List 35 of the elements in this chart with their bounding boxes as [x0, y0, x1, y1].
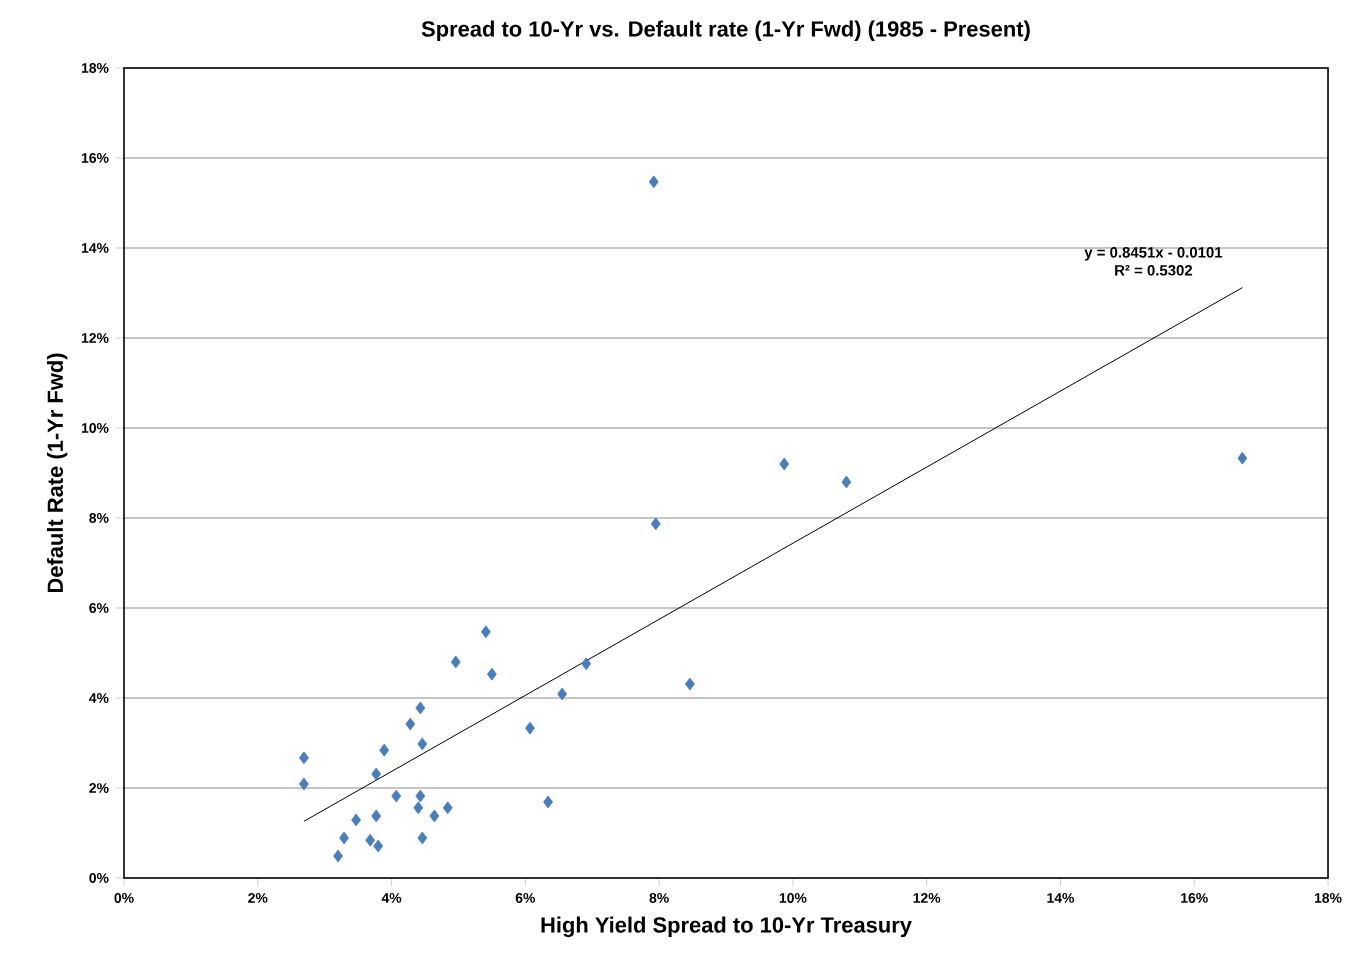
point: [581, 657, 592, 671]
point: [525, 721, 535, 735]
point: [1237, 451, 1248, 465]
point: [373, 839, 384, 853]
point: [365, 833, 376, 847]
point: [684, 677, 695, 691]
y-axis-title: Default Rate (1-Yr Fwd): [46, 353, 68, 593]
point: [351, 813, 362, 827]
point: [480, 625, 491, 639]
point: [339, 831, 349, 845]
point: [417, 831, 428, 845]
point: [417, 737, 428, 751]
point: [429, 809, 440, 823]
point: [487, 667, 497, 681]
point: [299, 777, 309, 791]
point: [557, 687, 568, 701]
point: [333, 849, 343, 863]
chart-title: Spread to 10-Yr vs. Default rate (1-Yr Fwd) (1985 - Present): [421, 20, 1030, 41]
point: [543, 795, 553, 809]
point: [648, 175, 659, 189]
point: [405, 717, 416, 731]
point: [450, 655, 461, 669]
point: [413, 801, 424, 815]
point: [299, 751, 309, 765]
point: [391, 789, 402, 803]
point: [415, 789, 426, 803]
point: [779, 457, 790, 471]
point: [650, 517, 661, 531]
point: [415, 701, 426, 715]
x-axis-title: High Yield Spread to 10-Yr Treasury: [541, 916, 912, 938]
point: [379, 743, 390, 757]
point: [371, 767, 382, 781]
point: [442, 801, 453, 815]
point: [841, 475, 852, 489]
point: [371, 809, 382, 823]
